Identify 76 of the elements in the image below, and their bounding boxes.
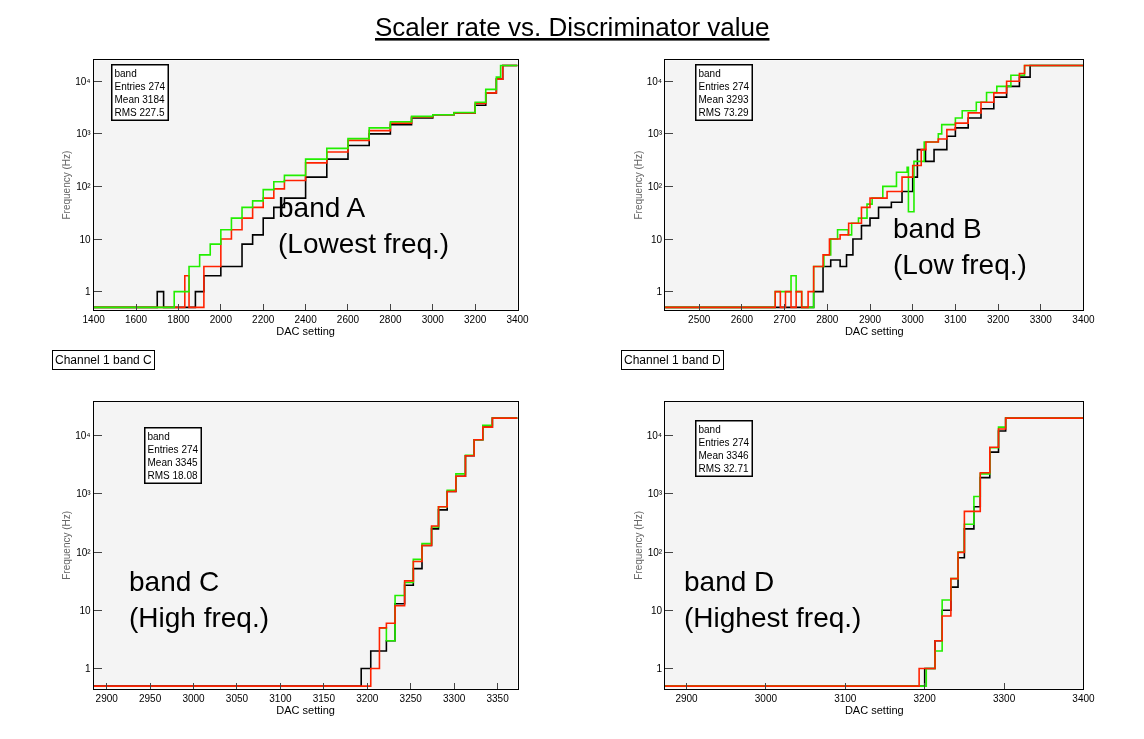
- x-tick-label: 3400: [1072, 313, 1096, 325]
- y-tick-label: 10: [650, 604, 663, 616]
- y-tick-label: 10⁴: [646, 430, 663, 442]
- y-tick-label: 10⁴: [75, 75, 91, 87]
- x-tick-label: 3100: [944, 313, 967, 325]
- y-axis-title: Frequency (Hz): [632, 510, 644, 580]
- chart-title: Channel 1 band C: [55, 353, 153, 367]
- annotation: band A (Lowest freq.): [278, 192, 450, 260]
- y-tick-label: 10⁴: [646, 75, 663, 87]
- x-tick-label: 3300: [992, 692, 1016, 704]
- annotation: band Entries 274 Mean 3184 RMS 227.5: [114, 67, 166, 118]
- x-tick-label: 3000: [182, 692, 206, 704]
- x-tick-label: 2900: [95, 692, 119, 704]
- annotation: band Entries 274 Mean 3293 RMS 73.29: [698, 67, 750, 118]
- x-tick-label: 3200: [356, 692, 379, 704]
- x-tick-label: 2900: [858, 313, 882, 325]
- y-tick-label: 10: [650, 233, 663, 245]
- y-tick-label: 10²: [647, 180, 663, 192]
- annotation: band C (High freq.): [129, 566, 270, 634]
- x-tick-label: 1600: [124, 313, 148, 325]
- annotation: band Entries 274 Mean 3345 RMS 18.08: [147, 430, 199, 481]
- y-tick-label: 10²: [647, 546, 663, 558]
- x-tick-label: 2950: [139, 692, 162, 704]
- x-tick-label: 3000: [421, 313, 445, 325]
- y-axis-title: Frequency (Hz): [632, 150, 644, 220]
- x-tick-label: 3200: [913, 692, 937, 704]
- y-tick-label: 10²: [76, 546, 92, 558]
- y-tick-label: 10: [79, 604, 92, 616]
- x-tick-label: 3200: [464, 313, 487, 325]
- x-tick-label: 3300: [1029, 313, 1053, 325]
- annotation: band D (Highest freq.): [684, 566, 862, 634]
- x-tick-label: 2700: [773, 313, 797, 325]
- x-tick-label: 2500: [688, 313, 711, 325]
- y-tick-label: 10²: [76, 180, 92, 192]
- x-tick-label: 2600: [730, 313, 754, 325]
- y-tick-label: 10³: [647, 128, 663, 140]
- x-tick-label: 3350: [486, 692, 510, 704]
- annotation: band B (Low freq.): [893, 213, 1027, 281]
- y-tick-label: 10³: [647, 488, 663, 500]
- x-tick-label: 3000: [901, 313, 925, 325]
- x-axis-title: DAC setting: [844, 703, 904, 716]
- x-tick-label: 3050: [225, 692, 249, 704]
- x-tick-label: 2800: [379, 313, 402, 325]
- y-tick-label: 10⁴: [75, 430, 91, 442]
- y-tick-label: 1: [656, 286, 663, 298]
- x-tick-label: 3300: [443, 692, 466, 704]
- x-tick-label: 3100: [269, 692, 292, 704]
- x-tick-label: 3100: [834, 692, 857, 704]
- x-tick-label: 3200: [986, 313, 1010, 325]
- x-tick-label: 2000: [209, 313, 233, 325]
- x-tick-label: 2600: [336, 313, 360, 325]
- x-tick-label: 2200: [252, 313, 275, 325]
- x-axis-title: DAC setting: [276, 324, 335, 337]
- y-axis-title: Frequency (Hz): [61, 150, 73, 220]
- x-tick-label: 3400: [506, 313, 530, 325]
- y-tick-label: 10³: [76, 488, 92, 500]
- y-tick-label: 1: [85, 663, 92, 675]
- x-tick-label: 2400: [294, 313, 318, 325]
- y-tick-label: 10: [79, 233, 92, 245]
- chart-title: Channel 1 band D: [624, 353, 722, 367]
- x-axis-title: DAC setting: [276, 703, 335, 716]
- text: Scaler rate vs. Discriminator value: [375, 12, 770, 42]
- x-axis-title: DAC setting: [844, 324, 904, 337]
- x-tick-label: 1400: [82, 313, 106, 325]
- y-tick-label: 1: [656, 663, 663, 675]
- annotation: band Entries 274 Mean 3346 RMS 32.71: [698, 423, 750, 474]
- x-tick-label: 3150: [312, 692, 336, 704]
- x-tick-label: 2800: [816, 313, 839, 325]
- y-tick-label: 10³: [76, 128, 92, 140]
- y-tick-label: 1: [85, 286, 92, 298]
- y-axis-title: Frequency (Hz): [61, 510, 73, 580]
- x-tick-label: 2900: [675, 692, 699, 704]
- x-tick-label: 1800: [167, 313, 191, 325]
- x-tick-label: 3000: [754, 692, 778, 704]
- x-tick-label: 3250: [399, 692, 423, 704]
- x-tick-label: 3400: [1072, 692, 1096, 704]
